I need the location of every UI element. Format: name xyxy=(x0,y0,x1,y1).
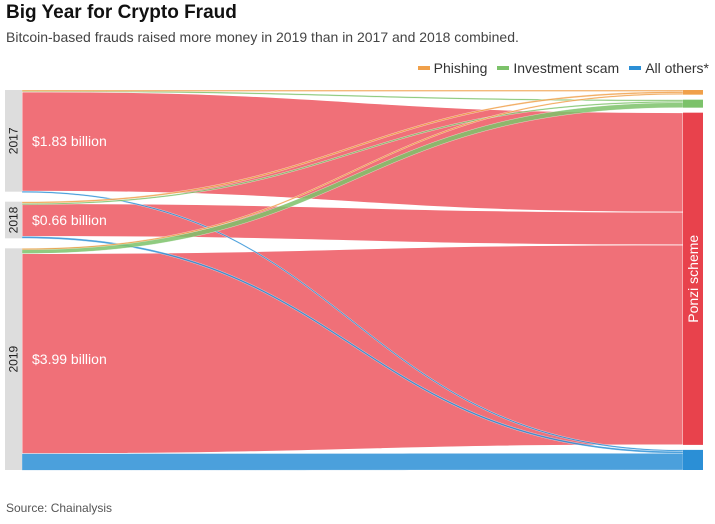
total-label-2019: $3.99 billion xyxy=(32,351,107,367)
year-label-2018: 2018 xyxy=(7,206,21,233)
flow-2019-ponzi xyxy=(21,244,684,455)
target-label-ponzi: Ponzi scheme xyxy=(685,235,701,323)
legend-swatch-others xyxy=(629,66,642,70)
year-bar-2019 xyxy=(5,248,22,470)
target-bar-ponzi xyxy=(683,112,703,445)
total-label-2017: $1.83 billion xyxy=(32,133,107,149)
legend: Phishing Investment scam All others* xyxy=(417,60,709,76)
year-bar-2018 xyxy=(5,201,22,239)
chart-title: Big Year for Crypto Fraud xyxy=(6,2,237,23)
legend-label-others: All others* xyxy=(645,60,709,76)
legend-label-investment: Investment scam xyxy=(513,60,620,76)
legend-item-others: All others* xyxy=(629,60,709,76)
legend-item-investment: Investment scam xyxy=(497,60,619,76)
target-bar-phishing xyxy=(683,90,703,95)
flow-2019-phishing xyxy=(21,93,684,250)
legend-label-phishing: Phishing xyxy=(433,60,488,76)
target-bar-others xyxy=(683,449,703,470)
flow-links xyxy=(21,89,684,471)
flow-2019-others xyxy=(21,453,684,471)
year-bar-2017 xyxy=(5,90,22,192)
year-label-2019: 2019 xyxy=(7,345,21,372)
source-note: Source: Chainalysis xyxy=(6,501,113,515)
target-bar-investment xyxy=(683,99,703,108)
year-label-2017: 2017 xyxy=(7,127,21,154)
chart-subtitle: Bitcoin-based frauds raised more money i… xyxy=(6,29,519,45)
legend-item-phishing: Phishing xyxy=(417,60,488,76)
legend-swatch-investment xyxy=(497,66,510,70)
total-label-2018: $0.66 billion xyxy=(32,212,107,228)
flow-2017-phishing xyxy=(21,89,684,92)
flow-2019-investment xyxy=(21,102,684,254)
legend-swatch-phishing xyxy=(417,66,430,70)
